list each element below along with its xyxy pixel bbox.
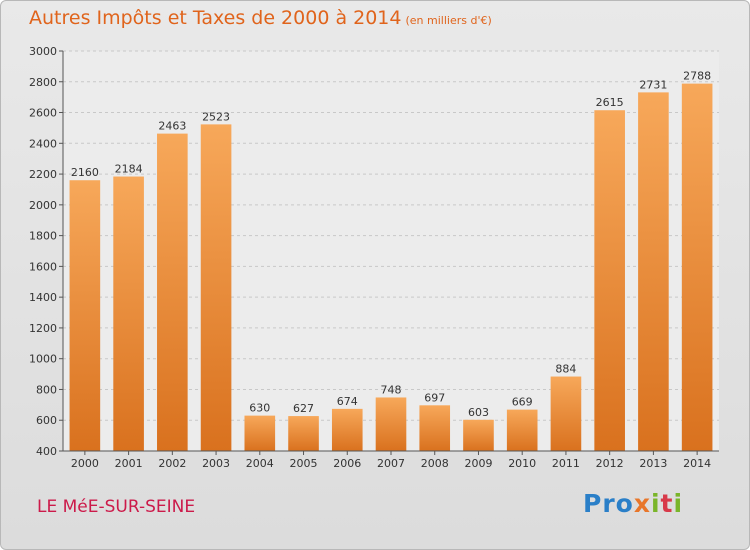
x-tick-label-2000: 2000	[71, 457, 99, 470]
bar-2003	[200, 124, 232, 451]
y-tick-label: 1000	[29, 353, 57, 366]
value-label-2002: 2463	[158, 120, 186, 133]
bar-2010	[506, 409, 538, 451]
value-label-2007: 748	[381, 383, 402, 396]
y-tick-label: 800	[36, 383, 57, 396]
bar-2014	[681, 83, 713, 451]
y-tick-label: 1200	[29, 322, 57, 335]
bar-2011	[550, 376, 582, 451]
y-tick-label: 400	[36, 445, 57, 458]
x-tick-label-2010: 2010	[508, 457, 536, 470]
logo-part-1: Pro	[583, 489, 634, 518]
bar-2002	[157, 133, 188, 451]
y-tick-label: 2400	[29, 137, 57, 150]
y-tick-label: 3000	[29, 45, 57, 58]
x-tick-label-2012: 2012	[596, 457, 624, 470]
x-tick-label-2005: 2005	[290, 457, 318, 470]
value-label-2004: 630	[249, 402, 270, 415]
value-label-2000: 2160	[71, 166, 99, 179]
y-tick-label: 2200	[29, 168, 57, 181]
y-tick-label: 2800	[29, 76, 57, 89]
y-tick-label: 1800	[29, 230, 57, 243]
x-tick-label-2014: 2014	[683, 457, 711, 470]
logo-part-2: x	[633, 489, 651, 518]
value-label-2003: 2523	[202, 110, 230, 123]
y-tick-label: 2000	[29, 199, 57, 212]
value-label-2011: 884	[555, 363, 576, 376]
value-label-2001: 2184	[115, 163, 143, 176]
bar-2009	[463, 419, 494, 451]
x-tick-label-2013: 2013	[639, 457, 667, 470]
value-label-2013: 2731	[639, 78, 667, 91]
y-tick-label: 1600	[29, 260, 57, 273]
location-label: LE MéE-SUR-SEINE	[37, 497, 196, 517]
chart-title-text: Autres Impôts et Taxes de 2000 à 2014	[29, 7, 402, 29]
x-tick-label-2004: 2004	[246, 457, 274, 470]
value-label-2012: 2615	[596, 96, 624, 109]
value-label-2014: 2788	[683, 70, 711, 83]
bar-2012	[594, 110, 625, 451]
value-label-2008: 697	[424, 391, 445, 404]
x-tick-label-2008: 2008	[421, 457, 449, 470]
x-tick-label-2011: 2011	[552, 457, 580, 470]
logo-part-5: i	[673, 489, 684, 518]
x-tick-label-2001: 2001	[115, 457, 143, 470]
chart-subtitle: (en milliers d'€)	[405, 14, 492, 27]
bar-2008	[419, 405, 451, 451]
bar-2006	[331, 408, 363, 451]
x-tick-label-2002: 2002	[158, 457, 186, 470]
y-tick-label: 1400	[29, 291, 57, 304]
logo-part-3: i	[650, 489, 661, 518]
bar-2001	[113, 176, 144, 452]
bar-2013	[638, 92, 669, 451]
bar-2005	[288, 416, 319, 451]
value-label-2005: 627	[293, 402, 314, 415]
bar-2000	[69, 180, 101, 451]
x-tick-label-2003: 2003	[202, 457, 230, 470]
x-tick-label-2007: 2007	[377, 457, 405, 470]
proxiti-logo[interactable]: Proxiti	[583, 489, 683, 518]
bar-2004	[244, 415, 276, 451]
bar-2007	[375, 397, 407, 451]
y-tick-label: 2600	[29, 107, 57, 120]
x-tick-label-2006: 2006	[333, 457, 361, 470]
value-label-2009: 603	[468, 406, 489, 419]
bar-layer: 2160 2184 2463 2523 630 627 674 748 697 603 669 884…	[69, 70, 713, 452]
axis-layer: 400 600 800 1000 1200 1400 1600 1800 2000 2200 240…	[29, 45, 719, 470]
value-label-2006: 674	[337, 395, 358, 408]
logo-part-4: t	[660, 489, 674, 518]
x-tick-label-2009: 2009	[464, 457, 492, 470]
chart-title: Autres Impôts et Taxes de 2000 à 2014 (en…	[29, 7, 492, 29]
y-tick-label: 600	[36, 414, 57, 427]
value-label-2010: 669	[512, 396, 533, 409]
